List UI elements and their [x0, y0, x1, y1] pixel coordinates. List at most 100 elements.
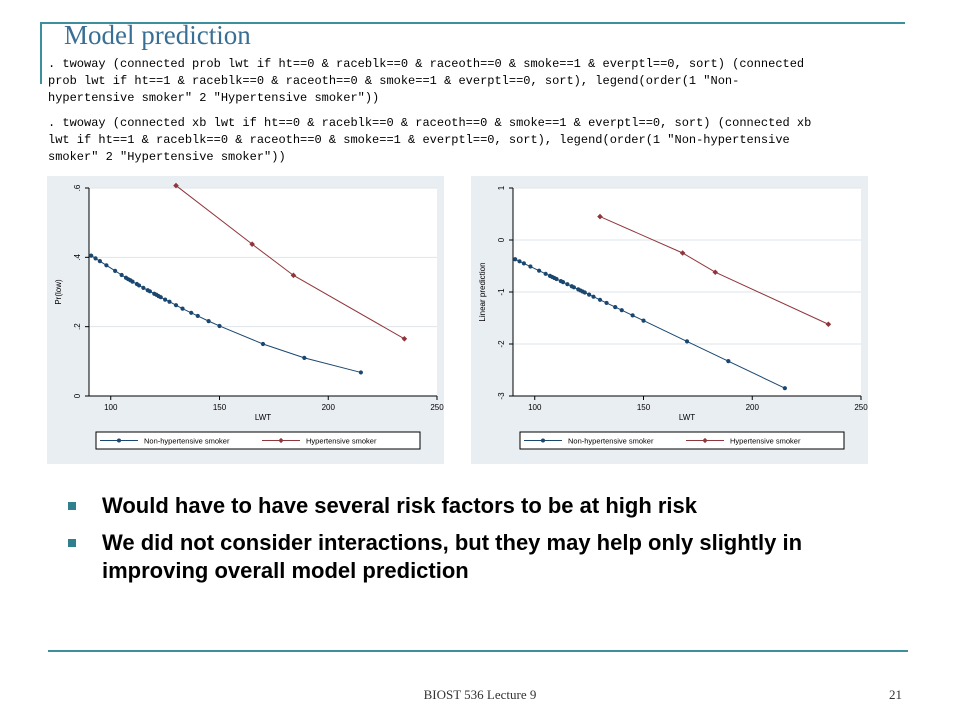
series-line-2	[175, 185, 405, 340]
bullet-text: We did not consider interactions, but th…	[102, 530, 803, 583]
data-point	[582, 290, 587, 295]
data-point	[173, 182, 179, 189]
x-axis-title: LWT	[679, 413, 695, 422]
chart-probability: 0 .2 .4 .6 100 150 200 250 LWT Pr(low) Non-hyperte…	[54, 182, 444, 450]
legend-key-marker	[702, 437, 708, 444]
data-point	[189, 310, 194, 315]
x-axis-title: LWT	[255, 413, 271, 422]
series-line-2	[599, 216, 829, 325]
left-rule	[40, 22, 42, 84]
legend-label: Non-hypertensive smoker	[568, 437, 654, 446]
legend-key-marker	[278, 437, 284, 444]
legend-box	[519, 431, 845, 450]
legend-box	[95, 431, 421, 450]
y-tick-label: 0	[73, 393, 82, 398]
data-point	[119, 272, 124, 278]
data-point	[206, 319, 211, 324]
data-point	[180, 306, 185, 311]
data-point	[587, 292, 592, 297]
slide-title: Model prediction	[64, 20, 251, 50]
data-point	[684, 339, 690, 344]
page-number: 21	[889, 687, 902, 702]
data-point	[597, 297, 603, 302]
legend-label: Non-hypertensive smoker	[144, 437, 230, 446]
footer-text: BIOST 536 Lecture 9	[423, 687, 537, 702]
data-point	[163, 297, 168, 302]
bullet-item: Would have to have several risk factors …	[68, 492, 908, 520]
data-point	[513, 257, 518, 262]
x-tick-label: 150	[637, 403, 651, 412]
chart-linear-prediction-panel: -3 -2 -1 0 1 100 150 200 250 LWT Linear prediction…	[471, 176, 868, 464]
stata-command-2: . twoway (connected xb lwt if ht==0 & ra…	[48, 116, 812, 164]
top-rule	[40, 22, 905, 24]
data-point	[521, 261, 526, 266]
legend-label: Hypertensive smoker	[730, 437, 801, 446]
data-point	[93, 256, 98, 261]
data-point	[260, 341, 266, 347]
data-point	[571, 285, 576, 290]
data-point	[302, 355, 307, 360]
chart-linear-prediction: -3 -2 -1 0 1 100 150 200 250 LWT Linear prediction…	[478, 185, 868, 450]
y-tick-label: .6	[73, 184, 82, 191]
y-axis-title: Linear prediction	[478, 262, 487, 321]
data-point	[249, 241, 255, 247]
bullet-square-icon	[68, 502, 76, 510]
x-tick-label: 250	[854, 403, 868, 412]
legend-label: Hypertensive smoker	[306, 437, 377, 446]
legend-key-marker	[541, 438, 545, 443]
bullet-text: Would have to have several risk factors …	[102, 493, 698, 518]
data-point	[401, 336, 408, 342]
data-point	[104, 263, 109, 268]
data-point	[136, 283, 142, 288]
data-point	[679, 250, 686, 256]
x-tick-label: 150	[213, 403, 227, 412]
data-point	[158, 295, 163, 300]
data-point	[113, 268, 118, 273]
x-tick-label: 200	[322, 403, 336, 412]
y-tick-label: -2	[497, 340, 506, 348]
x-tick-label: 100	[104, 403, 118, 412]
data-point	[604, 300, 609, 306]
data-point	[141, 285, 146, 290]
data-point	[358, 370, 363, 375]
data-point	[528, 264, 533, 269]
data-point	[560, 280, 566, 285]
y-tick-label: -3	[497, 392, 506, 400]
data-point	[543, 271, 548, 276]
y-tick-label: 0	[497, 237, 506, 242]
bullet-square-icon	[68, 539, 76, 547]
data-point	[290, 272, 297, 279]
data-point	[167, 299, 172, 304]
y-axis-title: Pr(low)	[54, 279, 63, 305]
data-point	[554, 276, 559, 282]
bullet-list: Would have to have several risk factors …	[68, 492, 908, 594]
data-point	[712, 269, 719, 276]
data-point	[173, 303, 179, 308]
data-point	[630, 313, 635, 318]
data-point	[195, 313, 200, 319]
data-point	[641, 318, 646, 323]
data-point	[782, 386, 787, 391]
stata-command-1: . twoway (connected prob lwt if ht==0 & …	[48, 57, 805, 105]
data-point	[613, 304, 618, 310]
y-tick-label: 1	[497, 185, 506, 190]
x-tick-label: 100	[528, 403, 542, 412]
x-tick-label: 250	[430, 403, 444, 412]
data-point	[97, 259, 102, 264]
y-tick-label: .2	[73, 323, 82, 330]
data-point	[89, 253, 94, 258]
data-point	[619, 308, 624, 313]
data-point	[726, 359, 731, 364]
bottom-rule	[48, 650, 908, 652]
plot-area	[89, 188, 437, 396]
data-point	[517, 259, 522, 264]
data-point	[147, 289, 152, 294]
bullet-item: We did not consider interactions, but th…	[68, 529, 908, 585]
data-point	[130, 279, 135, 284]
y-tick-label: .4	[73, 253, 82, 260]
x-tick-label: 200	[746, 403, 760, 412]
legend-key-marker	[117, 438, 121, 443]
data-point	[217, 323, 222, 329]
y-tick-label: -1	[497, 288, 506, 296]
data-point	[537, 268, 542, 273]
